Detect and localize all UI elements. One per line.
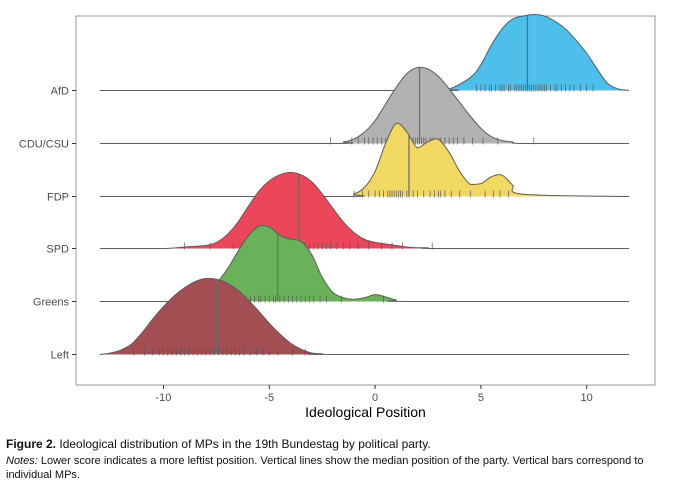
density-fill-fdp (100, 123, 629, 197)
ridgeline-chart: AfD CDU/CSU FDP SPD Greens Left -10 -5 0 5 10 Ide… (19, 13, 656, 420)
y-axis: AfD CDU/CSU FDP SPD Greens Left (19, 86, 76, 362)
x-tick-label: -10 (156, 392, 172, 404)
y-tick-label-spd: SPD (46, 244, 69, 256)
x-tick-label: 5 (478, 392, 484, 404)
x-tick-label: -5 (264, 392, 274, 404)
ridge-left (99, 277, 629, 356)
density-fill-left (100, 278, 629, 355)
x-axis: -10 -5 0 5 10 (156, 385, 593, 404)
x-tick-label: 0 (372, 392, 378, 404)
caption-title-line: Figure 2. Ideological distribution of MP… (6, 437, 674, 452)
density-outline-cdu-csu (100, 66, 629, 144)
density-outline-fdp (100, 122, 630, 197)
x-axis-label: Ideological Position (305, 404, 426, 420)
mp-rug-left (133, 348, 306, 356)
density-fill-afd (100, 14, 629, 91)
ridges-layer (99, 13, 630, 356)
density-outline-spd (100, 171, 630, 250)
density-outline-left (99, 277, 629, 356)
y-tick-label-afd: AfD (51, 86, 69, 98)
density-fill-greens (100, 225, 629, 302)
figure-text: Ideological distribution of MPs in the 1… (59, 437, 431, 451)
notes-label: Notes: (6, 455, 38, 467)
caption-notes: Notes: Lower score indicates a more left… (6, 454, 674, 482)
notes-text: Lower score indicates a more leftist pos… (6, 455, 644, 481)
y-tick-label-greens: Greens (33, 297, 70, 309)
figure-caption: Figure 2. Ideological distribution of MP… (6, 437, 674, 482)
y-tick-label-fdp: FDP (47, 192, 69, 204)
y-tick-label-cdu-csu: CDU/CSU (19, 139, 69, 151)
mp-rug-fdp (353, 190, 509, 198)
ridge-fdp (100, 122, 630, 198)
x-tick-label: 10 (581, 392, 593, 404)
figure-label: Figure 2. (6, 437, 57, 451)
y-tick-label-left: Left (51, 350, 69, 362)
